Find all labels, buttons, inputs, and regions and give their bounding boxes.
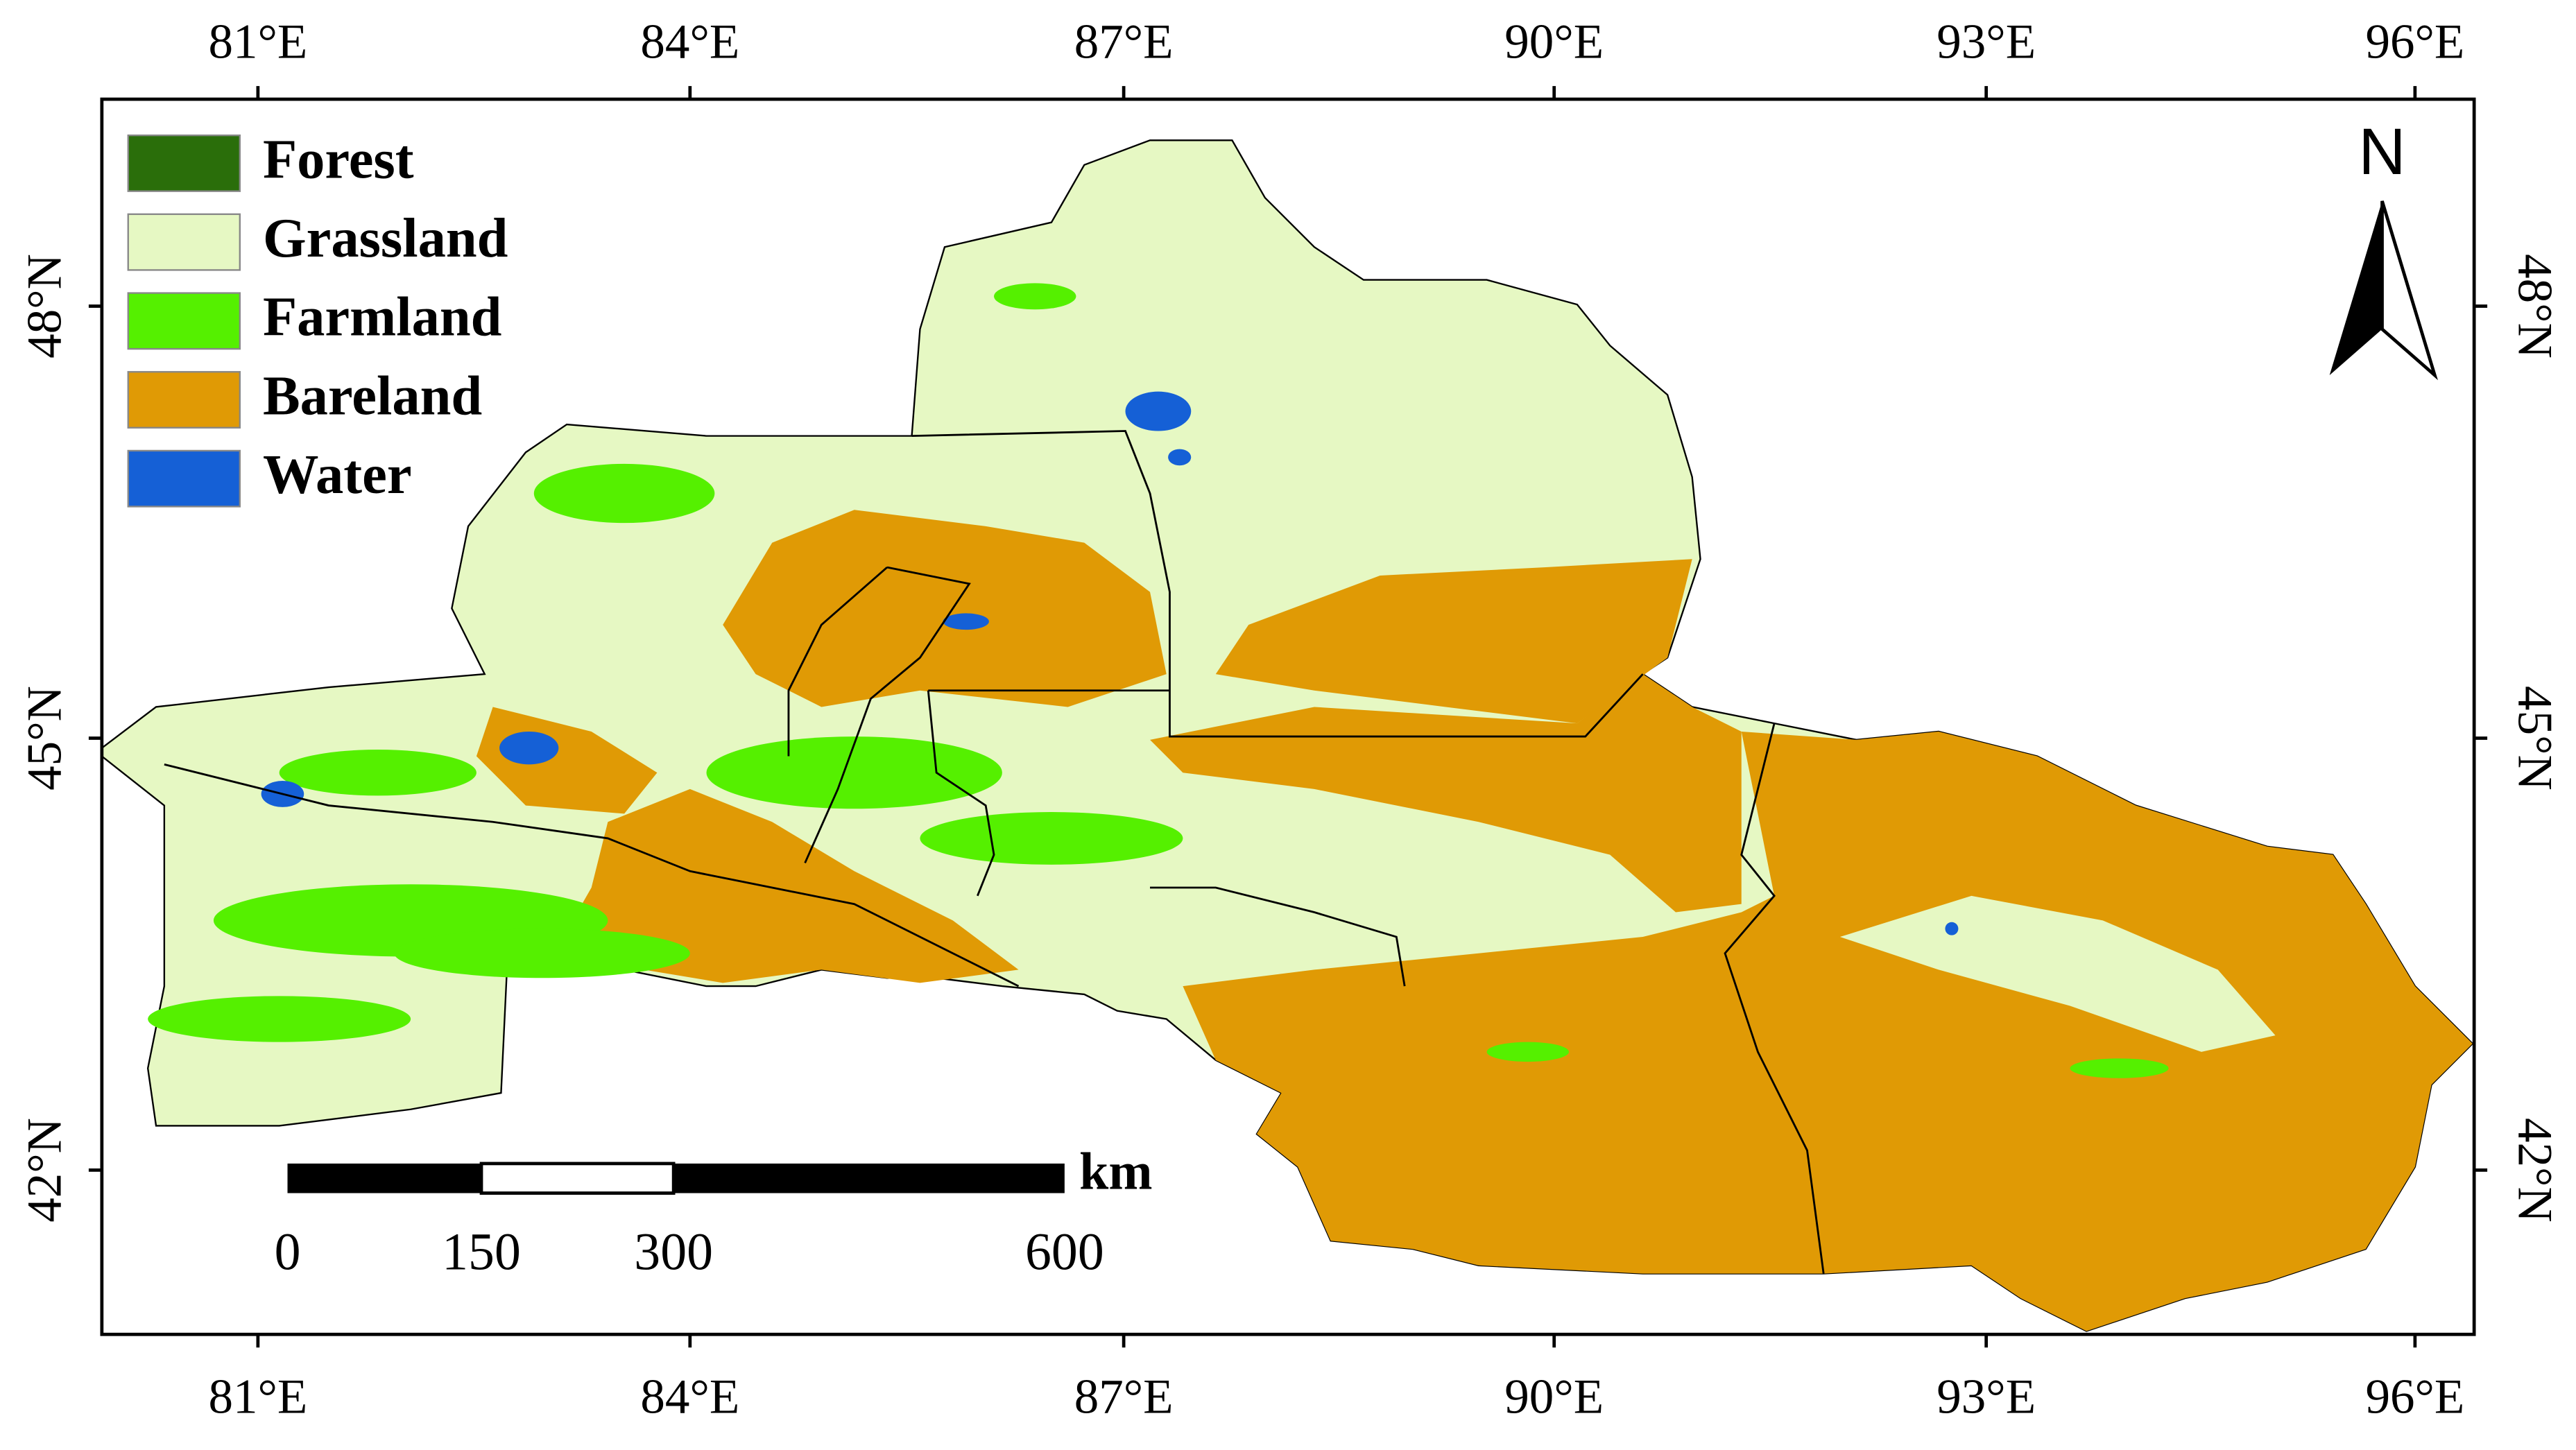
north-arrow: N	[2329, 115, 2438, 381]
lon-label: 96°E	[2365, 15, 2464, 69]
lat-label: 48°N	[2507, 254, 2561, 359]
boundary	[164, 763, 1020, 987]
legend-swatch	[127, 449, 241, 508]
farmland	[394, 929, 690, 978]
lon-label: 84°E	[640, 15, 739, 69]
scale-label: 600	[1025, 1223, 1104, 1281]
region-bareland	[1183, 731, 2473, 1331]
water	[1125, 391, 1192, 431]
arrow-left	[2329, 200, 2382, 375]
region-bareland	[723, 510, 1167, 707]
lon-label: 90°E	[1504, 1370, 1604, 1424]
lon-label: 81°E	[208, 1370, 307, 1424]
lon-label: 87°E	[1074, 1370, 1174, 1424]
lat-label: 45°N	[2507, 686, 2561, 791]
farmland	[920, 812, 1183, 865]
lat-label: 42°N	[17, 1118, 71, 1223]
map-body	[101, 139, 2474, 1332]
farmland	[1486, 1042, 1570, 1062]
lon-label: 93°E	[1937, 15, 2036, 69]
farmland-patches	[148, 283, 2169, 1078]
legend-swatch	[127, 134, 241, 192]
scale-segment	[673, 1163, 1065, 1193]
farmland	[994, 283, 1076, 310]
lon-label: 87°E	[1074, 15, 1174, 69]
legend-swatch	[127, 371, 241, 429]
lon-label: 93°E	[1937, 1370, 2036, 1424]
legend-swatch	[127, 292, 241, 350]
lat-label: 48°N	[17, 254, 71, 359]
water	[1168, 449, 1192, 466]
boundary	[804, 566, 971, 864]
lon-label: 96°E	[2365, 1370, 2464, 1424]
region-grassland	[1839, 895, 2276, 1052]
water	[1945, 922, 1959, 935]
farmland	[2070, 1058, 2169, 1078]
lon-label: 90°E	[1504, 15, 1604, 69]
lon-label: 84°E	[640, 1370, 739, 1424]
scale-bar: km	[287, 1142, 1152, 1200]
scale-label: 150	[442, 1223, 521, 1281]
boundary	[927, 690, 995, 897]
scale-unit: km	[1079, 1142, 1152, 1200]
scale-label: 300	[634, 1223, 713, 1281]
boundaries	[164, 430, 1825, 1274]
water	[943, 613, 989, 630]
graticule-ticks: 81°E 81°E 84°E 84°E 87°E 87°E 90°E 90°E 93°E 93°E…	[17, 15, 2561, 1424]
scale-segment	[479, 1162, 676, 1195]
boundary	[911, 430, 1644, 738]
water-bodies	[261, 391, 1959, 935]
region-bareland	[1215, 559, 1692, 724]
scale-labels: 0 150 300 600	[275, 1223, 1104, 1281]
boundary	[1150, 886, 1406, 987]
lon-label: 81°E	[208, 15, 307, 69]
region-bareland	[1150, 674, 1742, 913]
legend-label: Forest	[263, 128, 414, 190]
legend-label: Bareland	[263, 365, 482, 426]
scale-segment	[287, 1163, 482, 1193]
region-bareland	[558, 788, 1019, 983]
farmland	[279, 750, 476, 796]
map-frame	[100, 97, 2476, 1336]
north-label: N	[2358, 115, 2405, 189]
lat-label: 45°N	[17, 686, 71, 791]
boundary	[787, 567, 888, 757]
legend-label: Grassland	[263, 207, 508, 269]
water	[499, 731, 559, 765]
legend-label: Water	[263, 444, 412, 506]
farmland	[148, 996, 411, 1042]
lat-label: 42°N	[2507, 1118, 2561, 1223]
legend-label: Farmland	[263, 286, 501, 348]
farmland	[533, 463, 715, 524]
scale-label: 0	[275, 1223, 301, 1281]
arrow-right	[2380, 200, 2438, 381]
legend-swatch	[127, 213, 241, 271]
farmland	[706, 736, 1002, 809]
legend: Forest Grassland Farmland Bareland Water	[127, 128, 508, 508]
boundary	[1724, 723, 1825, 1274]
